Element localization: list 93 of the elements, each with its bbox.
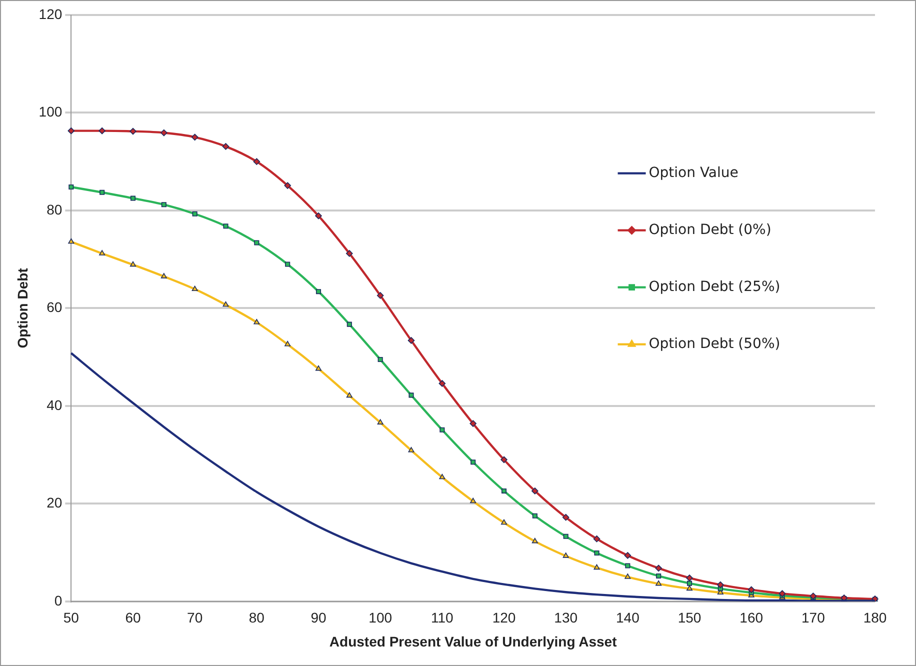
point <box>223 224 228 229</box>
x-tick-label: 130 <box>554 610 578 626</box>
point <box>253 158 260 165</box>
point <box>192 211 198 216</box>
x-tick-label: 160 <box>740 610 764 626</box>
point <box>254 318 260 324</box>
point <box>284 182 291 189</box>
point <box>100 190 105 195</box>
point <box>438 380 446 387</box>
point <box>160 273 167 278</box>
x-axis-title: Adusted Present Value of Underlying Asset <box>329 633 618 650</box>
x-tick-label: 50 <box>63 610 80 626</box>
point <box>130 128 136 135</box>
point <box>130 196 136 201</box>
point <box>99 250 106 256</box>
point <box>315 365 322 371</box>
point <box>254 240 260 246</box>
point <box>161 202 166 208</box>
point <box>191 134 198 141</box>
x-tick-label: 90 <box>310 610 326 626</box>
point <box>378 356 383 362</box>
point <box>501 519 507 525</box>
point <box>68 184 74 190</box>
point <box>68 238 74 244</box>
x-tick-label: 70 <box>187 610 203 626</box>
point <box>130 261 136 267</box>
point <box>501 488 507 494</box>
point <box>470 420 476 427</box>
point <box>532 538 538 544</box>
legend-label: Option Debt (0%) <box>648 222 772 238</box>
point <box>284 340 291 346</box>
point <box>563 534 568 539</box>
point <box>624 574 631 579</box>
point <box>470 498 476 504</box>
legend-label: Option Debt (50%) <box>648 336 780 352</box>
point <box>686 580 692 586</box>
point <box>532 488 538 494</box>
point <box>686 574 693 582</box>
point <box>562 552 569 558</box>
point <box>778 590 786 597</box>
y-tick-label: 100 <box>38 104 62 120</box>
y-axis-title: Option Debt <box>14 268 30 348</box>
x-tick-label: 120 <box>492 610 516 626</box>
point <box>440 427 445 432</box>
point <box>593 535 600 542</box>
point <box>346 250 353 257</box>
point <box>656 573 662 579</box>
legend-label: Option Debt (25%) <box>648 278 780 295</box>
point <box>346 322 352 327</box>
y-tick-label: 20 <box>46 494 62 511</box>
point <box>192 286 198 292</box>
point <box>408 447 414 452</box>
point <box>285 262 290 267</box>
point <box>160 129 168 136</box>
point <box>68 127 75 134</box>
point <box>439 474 446 480</box>
point <box>748 586 755 594</box>
point <box>408 337 415 344</box>
x-tick-label: 150 <box>678 610 702 626</box>
x-tick-label: 60 <box>125 610 141 626</box>
x-tick-label: 110 <box>431 610 454 626</box>
x-tick-label: 140 <box>616 610 640 626</box>
point <box>500 456 508 464</box>
point <box>470 460 476 465</box>
point <box>686 585 692 591</box>
point <box>222 301 229 307</box>
point <box>315 212 322 220</box>
point <box>562 514 570 521</box>
point <box>532 513 538 518</box>
point <box>222 143 230 150</box>
x-tick-label: 180 <box>863 610 887 626</box>
legend-label: Option Value <box>648 164 738 181</box>
point <box>655 564 662 572</box>
point <box>625 563 630 568</box>
point <box>316 289 322 294</box>
point <box>717 581 724 588</box>
point <box>594 564 600 570</box>
point <box>656 580 662 586</box>
point <box>346 392 352 398</box>
x-tick-label: 80 <box>248 610 265 626</box>
y-tick-label: 40 <box>46 396 62 413</box>
y-tick-label: 120 <box>38 6 62 22</box>
point <box>98 127 106 134</box>
y-tick-label: 80 <box>46 201 62 218</box>
point <box>594 550 600 556</box>
y-tick-label: 60 <box>46 299 62 316</box>
point <box>376 292 384 299</box>
point <box>377 419 384 424</box>
y-tick-label: 0 <box>54 592 62 608</box>
x-tick-label: 170 <box>801 610 826 626</box>
point <box>624 552 632 559</box>
x-tick-label: 100 <box>368 610 392 626</box>
point <box>408 392 414 398</box>
